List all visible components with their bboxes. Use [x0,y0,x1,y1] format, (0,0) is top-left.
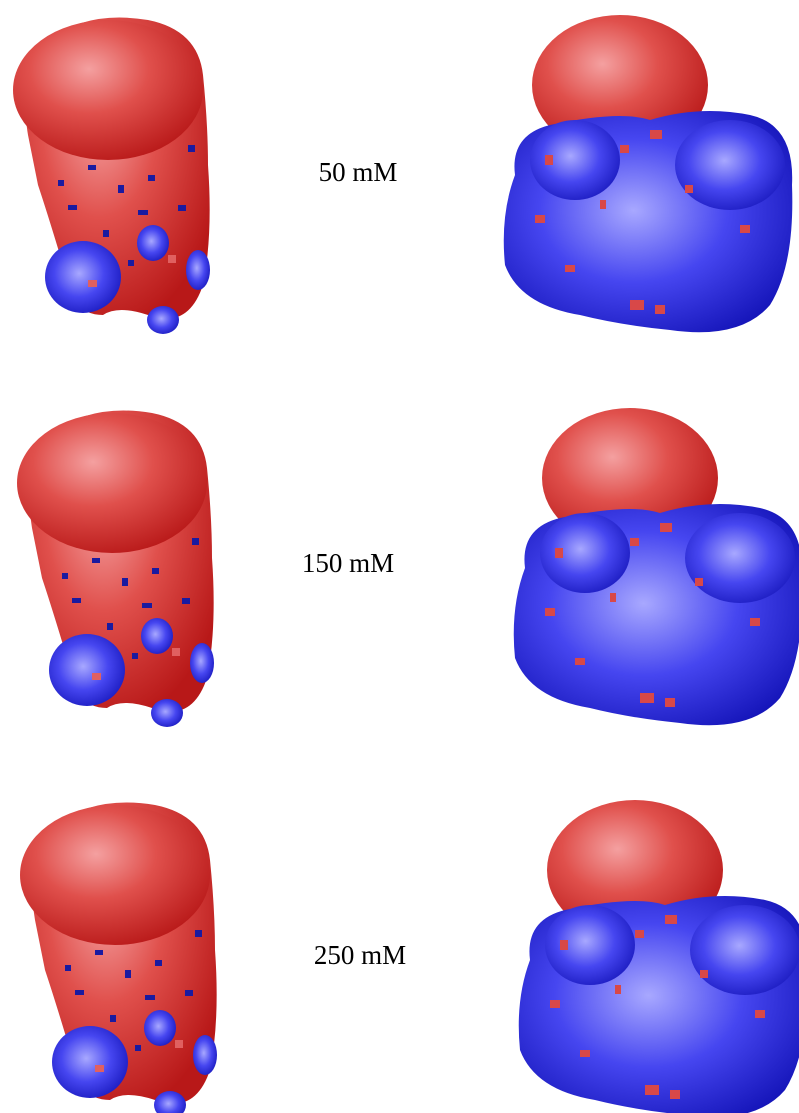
row: 250 mM [20,800,799,1113]
molecule-right [514,408,799,725]
row: 150 mM [17,408,799,727]
row-label: 50 mM [319,157,398,187]
row-label: 250 mM [314,940,406,970]
row: 50 mM [13,15,792,334]
molecule-left [13,18,210,335]
page: {"rows": [{"label": "50 mM"}, {"label": … [0,0,799,1113]
row-label: 150 mM [302,548,394,578]
molecule-right [519,800,799,1113]
molecule-left [20,803,217,1113]
figure: 50 mM 150 mM 250 mM [0,0,799,1113]
molecule-left [17,411,214,728]
molecule-right [504,15,793,332]
